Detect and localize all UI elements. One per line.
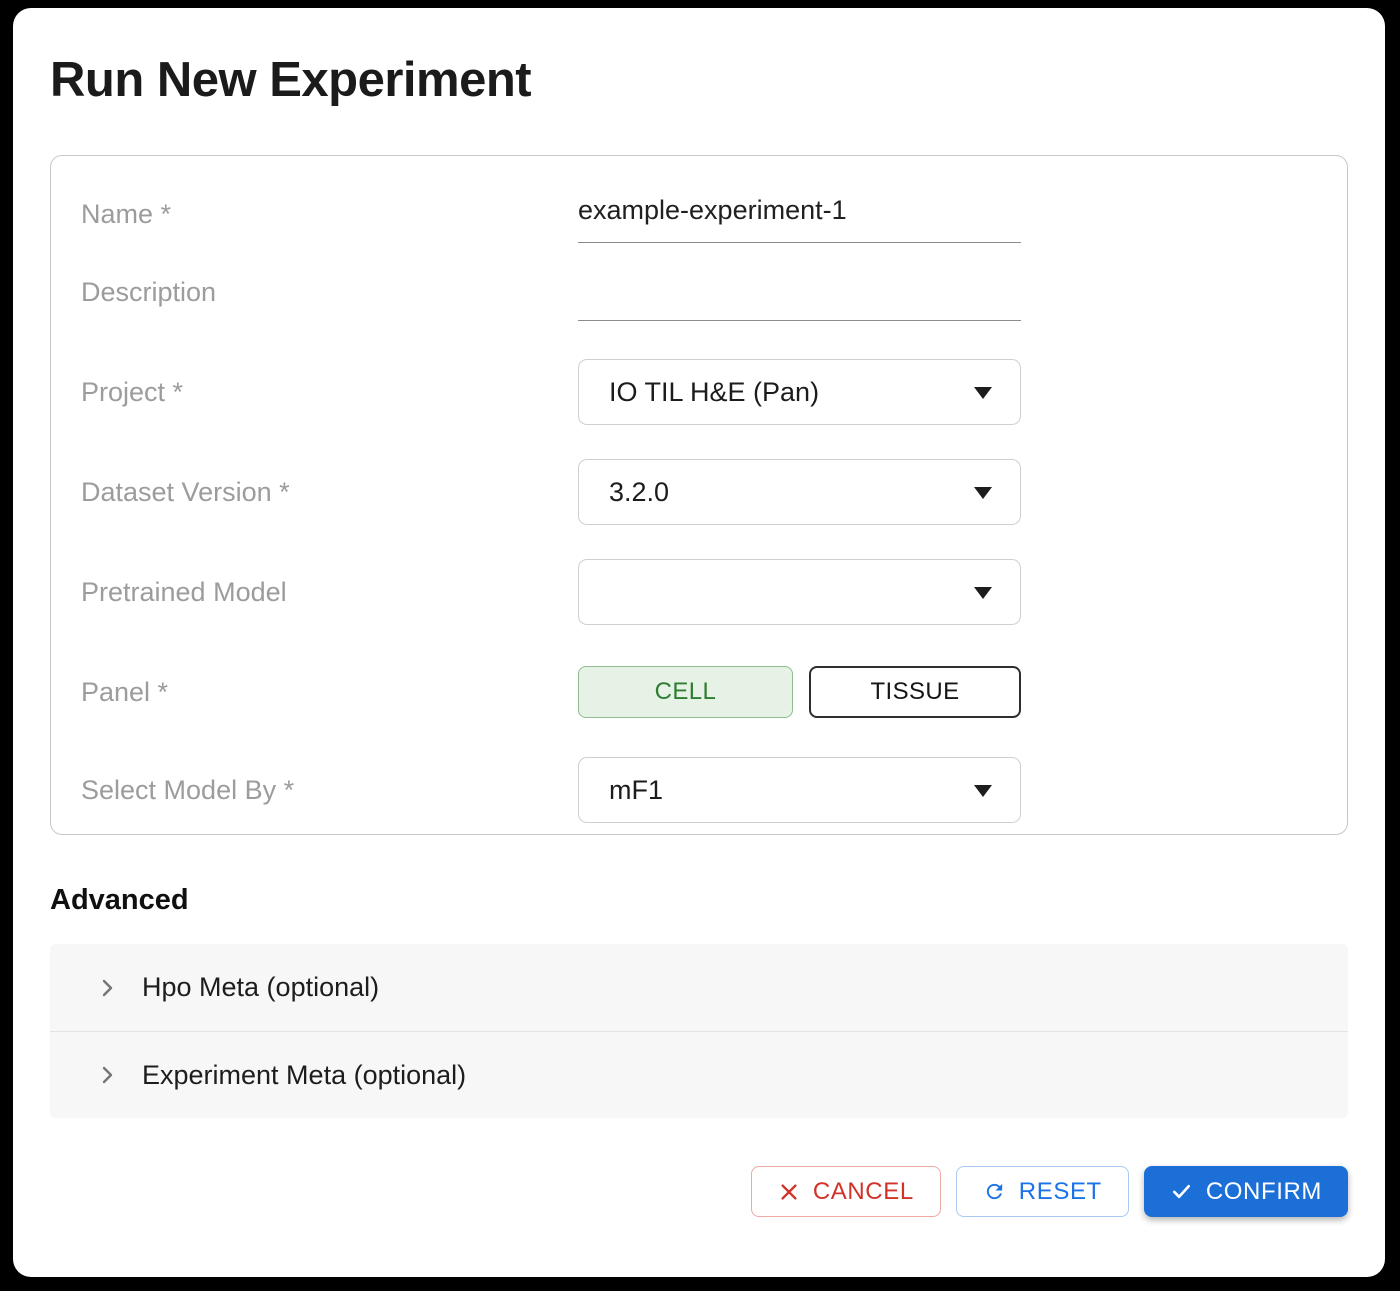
accordion-hpo-meta[interactable]: Hpo Meta (optional) bbox=[50, 944, 1348, 1031]
panel-row: Panel * CELL TISSUE bbox=[81, 659, 1317, 725]
select-model-by-select[interactable]: mF1 bbox=[578, 757, 1021, 823]
close-icon bbox=[778, 1181, 800, 1203]
name-label: Name * bbox=[81, 198, 172, 229]
project-row: Project * IO TIL H&E (Pan) bbox=[81, 359, 1317, 425]
panel-label: Panel * bbox=[81, 676, 169, 707]
name-row: Name * bbox=[81, 182, 1317, 246]
pretrained-model-label: Pretrained Model bbox=[81, 576, 287, 607]
cancel-button-label: CANCEL bbox=[812, 1177, 914, 1205]
panel-option-tissue[interactable]: TISSUE bbox=[809, 666, 1021, 718]
project-select[interactable]: IO TIL H&E (Pan) bbox=[578, 359, 1021, 425]
accordion-label: Hpo Meta (optional) bbox=[142, 972, 380, 1002]
select-model-by-label: Select Model By * bbox=[81, 774, 295, 805]
chevron-right-icon bbox=[95, 1063, 119, 1087]
confirm-button-label: CONFIRM bbox=[1205, 1177, 1322, 1205]
project-label: Project * bbox=[81, 376, 184, 407]
description-row: Description bbox=[81, 260, 1317, 324]
pretrained-model-row: Pretrained Model bbox=[81, 559, 1317, 625]
description-input[interactable] bbox=[578, 263, 1021, 321]
dataset-version-select-value: 3.2.0 bbox=[609, 476, 670, 507]
reset-button-label: RESET bbox=[1018, 1177, 1102, 1205]
advanced-heading: Advanced bbox=[50, 884, 189, 916]
name-input[interactable] bbox=[578, 185, 1021, 243]
page-title: Run New Experiment bbox=[50, 53, 532, 107]
cancel-button[interactable]: CANCEL bbox=[750, 1166, 941, 1217]
select-model-by-select-value: mF1 bbox=[609, 774, 663, 805]
dropdown-arrow-icon bbox=[974, 785, 992, 797]
select-model-by-row: Select Model By * mF1 bbox=[81, 757, 1317, 823]
panel-toggle-group: CELL TISSUE bbox=[578, 666, 1021, 718]
dropdown-arrow-icon bbox=[974, 487, 992, 499]
dataset-version-select[interactable]: 3.2.0 bbox=[578, 459, 1021, 525]
description-label: Description bbox=[81, 276, 217, 307]
advanced-accordion-group: Hpo Meta (optional) Experiment Meta (opt… bbox=[50, 944, 1348, 1118]
pretrained-model-select[interactable] bbox=[578, 559, 1021, 625]
dataset-version-row: Dataset Version * 3.2.0 bbox=[81, 459, 1317, 525]
accordion-label: Experiment Meta (optional) bbox=[142, 1059, 467, 1090]
dataset-version-label: Dataset Version * bbox=[81, 476, 290, 507]
project-select-value: IO TIL H&E (Pan) bbox=[609, 376, 820, 407]
action-bar: CANCEL RESET CONFIRM bbox=[50, 1166, 1348, 1217]
accordion-experiment-meta[interactable]: Experiment Meta (optional) bbox=[50, 1031, 1348, 1118]
dialog-run-new-experiment: Run New Experiment Name * Description Pr… bbox=[13, 8, 1385, 1277]
confirm-button[interactable]: CONFIRM bbox=[1143, 1166, 1348, 1217]
panel-option-cell[interactable]: CELL bbox=[578, 666, 793, 718]
check-icon bbox=[1170, 1180, 1193, 1203]
dropdown-arrow-icon bbox=[974, 387, 992, 399]
reset-button[interactable]: RESET bbox=[955, 1166, 1129, 1217]
chevron-right-icon bbox=[95, 976, 119, 1000]
refresh-icon bbox=[983, 1180, 1006, 1203]
dropdown-arrow-icon bbox=[974, 587, 992, 599]
experiment-form-card: Name * Description Project * IO TIL H&E … bbox=[50, 155, 1348, 835]
